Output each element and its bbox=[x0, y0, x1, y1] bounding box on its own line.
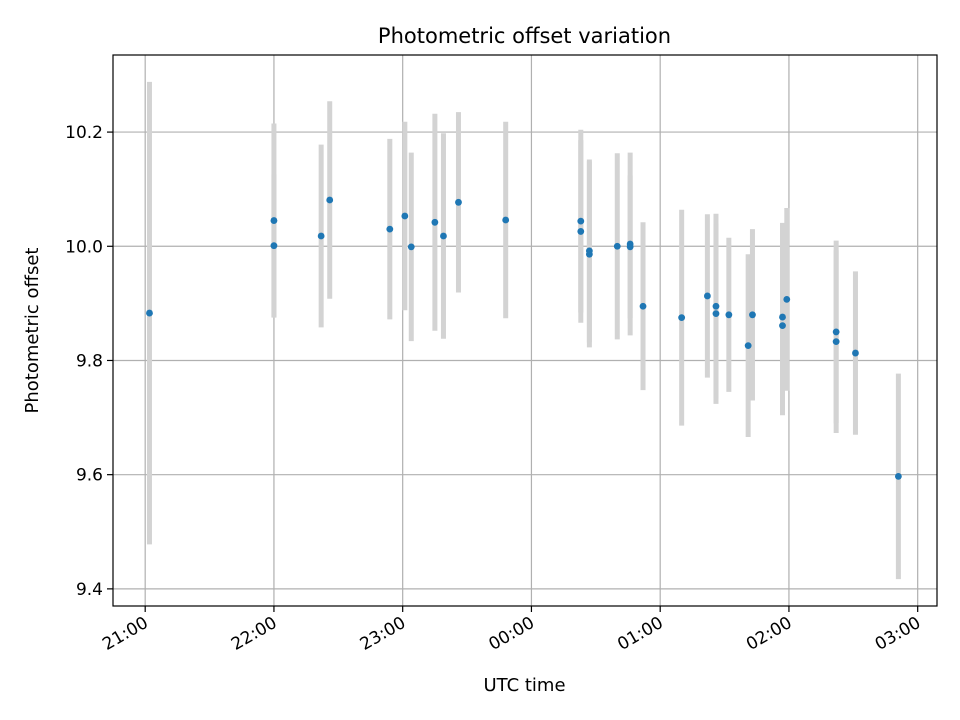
chart-title: Photometric offset variation bbox=[378, 24, 671, 48]
data-point bbox=[502, 216, 510, 224]
data-point bbox=[852, 349, 859, 357]
data-point bbox=[613, 242, 621, 250]
data-point bbox=[386, 225, 394, 233]
data-point bbox=[585, 247, 593, 255]
data-point bbox=[712, 302, 720, 310]
data-point bbox=[431, 218, 439, 226]
data-point bbox=[779, 322, 786, 330]
x-axis-label: UTC time bbox=[483, 675, 565, 696]
plot-frame bbox=[112, 54, 938, 607]
y-tick-label: 9.4 bbox=[76, 580, 103, 600]
y-tick-label: 9.6 bbox=[76, 466, 103, 486]
data-point bbox=[703, 292, 711, 300]
data-point bbox=[779, 313, 786, 321]
data-point bbox=[270, 217, 278, 224]
data-point bbox=[401, 212, 409, 220]
y-axis-ticks: 9.4 9.6 9.8 10.0 10.2 bbox=[65, 123, 113, 600]
data-point bbox=[712, 310, 720, 318]
data-point bbox=[270, 242, 278, 250]
data-point bbox=[725, 311, 733, 319]
data-points bbox=[146, 196, 902, 480]
data-point bbox=[749, 311, 756, 319]
y-tick-label: 10.0 bbox=[65, 237, 103, 257]
data-point bbox=[744, 342, 752, 350]
data-point bbox=[455, 198, 462, 206]
data-point bbox=[783, 295, 791, 303]
data-point bbox=[894, 472, 902, 480]
data-point bbox=[577, 228, 585, 235]
data-point bbox=[832, 338, 840, 346]
y-axis-label: Photometric offset bbox=[22, 248, 43, 414]
data-point bbox=[440, 232, 447, 240]
data-point bbox=[317, 232, 325, 240]
y-tick-label: 9.8 bbox=[76, 351, 103, 371]
y-tick-label: 10.2 bbox=[65, 123, 103, 143]
data-point bbox=[832, 328, 840, 336]
data-point bbox=[626, 240, 634, 248]
data-point bbox=[146, 309, 153, 317]
data-point bbox=[326, 196, 334, 204]
data-point bbox=[639, 302, 647, 310]
data-point bbox=[678, 314, 686, 322]
data-point bbox=[577, 217, 585, 225]
data-point bbox=[407, 243, 415, 251]
